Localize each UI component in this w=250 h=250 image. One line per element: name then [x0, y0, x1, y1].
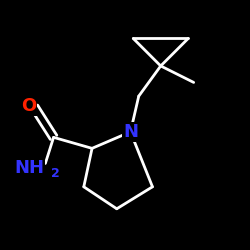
Text: NH: NH	[14, 158, 44, 176]
Text: O: O	[21, 97, 36, 115]
Text: 2: 2	[50, 166, 59, 179]
Text: N: N	[123, 123, 138, 141]
